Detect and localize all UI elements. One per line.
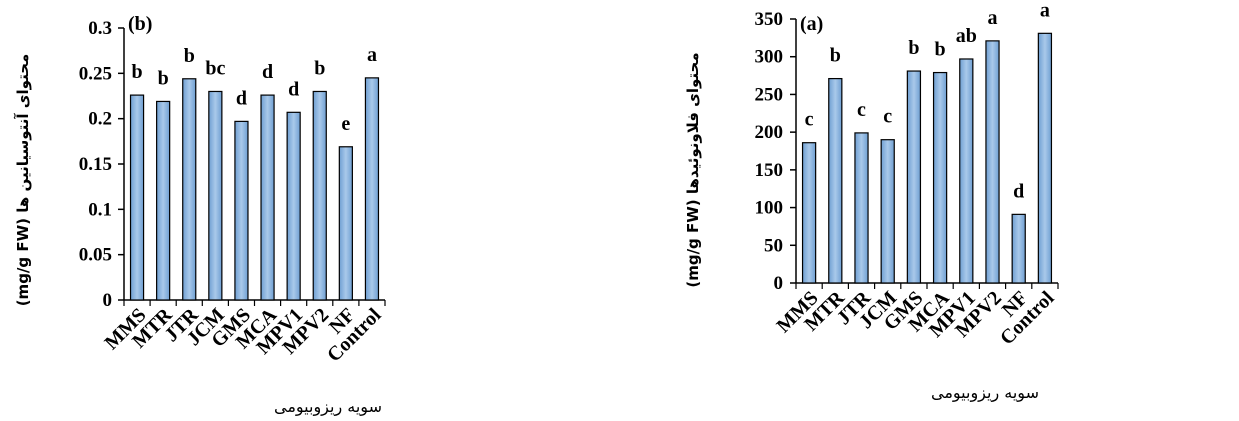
y-tick-label: 50 <box>764 235 783 256</box>
bar-MMS <box>801 142 817 284</box>
significance-letter: d <box>236 87 247 109</box>
category-label: Control <box>996 287 1059 350</box>
panel-label: (a) <box>800 13 823 35</box>
bar-GMS <box>234 120 249 301</box>
chart-panel-b: 00.050.10.150.20.250.3bMMSbMTRbJTRbcJCMd… <box>14 13 386 417</box>
significance-letter: bc <box>205 57 225 79</box>
significance-letter: c <box>883 106 892 128</box>
bar-MPV1 <box>959 58 974 284</box>
significance-letter: ab <box>956 25 977 47</box>
bar-MPV2 <box>312 90 327 301</box>
bar-MCA <box>260 94 275 301</box>
significance-letter: b <box>131 61 142 83</box>
y-tick-label: 0.1 <box>88 199 112 220</box>
significance-letter: d <box>1013 180 1024 202</box>
bar-JCM <box>208 90 223 301</box>
bar-NF <box>1011 213 1026 284</box>
bar-MCA <box>932 71 948 284</box>
significance-letter: c <box>857 99 866 121</box>
bar-JTR <box>182 78 197 301</box>
significance-letter: a <box>367 44 377 66</box>
bar-Control <box>364 77 380 301</box>
bar-NF <box>338 146 353 301</box>
bar-GMS <box>906 70 922 284</box>
y-tick-label: 350 <box>755 9 784 30</box>
y-tick-label: 300 <box>755 47 784 68</box>
significance-letter: b <box>314 57 325 79</box>
x-axis-title: سویه ریزوبیومی <box>274 397 382 417</box>
significance-letter: b <box>935 39 946 61</box>
bar-JCM <box>880 139 895 284</box>
chart-panel-a: 050100150200250300350cMMSbMTRcJTRcJCMbGM… <box>684 0 1059 403</box>
y-tick-label: 0.25 <box>79 63 112 84</box>
significance-letter: d <box>262 61 273 83</box>
significance-letter: a <box>988 7 998 29</box>
significance-letter: b <box>184 45 195 67</box>
x-axis-title: سویه ریزوبیومی <box>931 383 1039 403</box>
bar-MTR <box>828 77 843 284</box>
y-tick-label: 0.3 <box>88 18 112 39</box>
significance-letter: b <box>830 45 841 67</box>
y-tick-label: 100 <box>755 198 784 219</box>
y-axis-title: (mg/g FW) محتوای فلاونوئیدها <box>684 52 702 287</box>
significance-letter: b <box>908 37 919 59</box>
panel-label: (b) <box>128 13 152 35</box>
y-tick-label: 200 <box>755 122 784 143</box>
y-tick-label: 0.2 <box>88 109 112 130</box>
y-axis-title: (mg/g FW) محتوای آنتوسیانین ها <box>14 54 32 307</box>
significance-letter: c <box>805 109 814 131</box>
y-tick-label: 0 <box>774 273 784 294</box>
bar-MMS <box>129 94 145 301</box>
bar-JTR <box>854 132 869 284</box>
bar-Control <box>1037 32 1053 284</box>
category-label: Control <box>323 304 386 367</box>
y-tick-label: 0.15 <box>79 154 112 175</box>
significance-letter: b <box>158 67 169 89</box>
y-tick-label: 0 <box>103 290 113 311</box>
significance-letter: d <box>288 78 299 100</box>
significance-letter: e <box>341 113 350 135</box>
y-tick-label: 250 <box>755 84 784 105</box>
bar-MPV2 <box>985 40 1000 284</box>
bar-MTR <box>156 100 171 301</box>
bar-MPV1 <box>286 111 301 301</box>
significance-letter: a <box>1040 0 1050 21</box>
y-tick-label: 0.05 <box>79 245 112 266</box>
y-tick-label: 150 <box>755 160 784 181</box>
